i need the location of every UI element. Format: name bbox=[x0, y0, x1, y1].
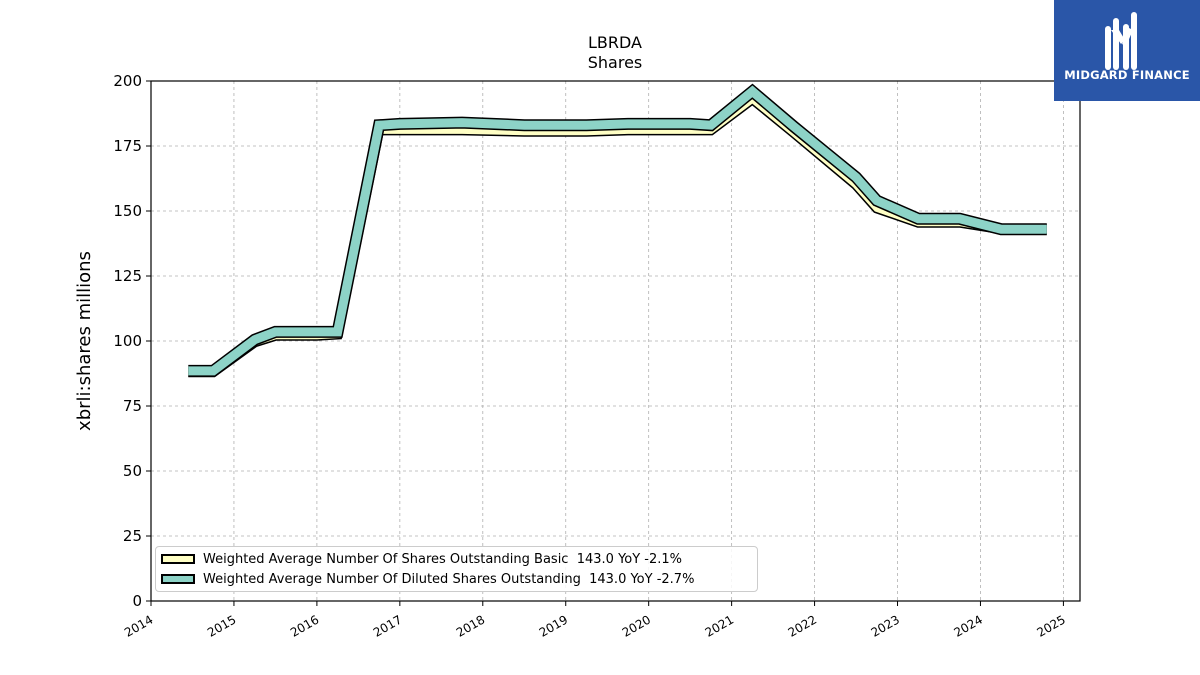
series-layer bbox=[188, 83, 1047, 378]
legend-item-diluted: Weighted Average Number Of Diluted Share… bbox=[161, 571, 694, 587]
x-tick-label: 2015 bbox=[205, 612, 238, 639]
x-tick-label: 2020 bbox=[620, 612, 653, 639]
x-tick-label: 2025 bbox=[1034, 612, 1067, 639]
legend-label-diluted: Weighted Average Number Of Diluted Share… bbox=[203, 571, 695, 587]
series-line-diluted bbox=[188, 85, 1047, 376]
y-tick-label: 75 bbox=[123, 397, 142, 415]
y-tick-label: 100 bbox=[113, 332, 142, 350]
y-tick-label: 50 bbox=[123, 462, 142, 480]
x-tick-label: 2016 bbox=[288, 612, 321, 639]
brand-logo: MIDGARD FINANCE bbox=[1054, 0, 1200, 101]
y-tick-label: 125 bbox=[113, 267, 142, 285]
x-tick-label: 2014 bbox=[122, 612, 155, 639]
y-tick-label: 25 bbox=[123, 527, 142, 545]
grid-lines bbox=[150, 80, 1080, 602]
x-tick-label: 2019 bbox=[537, 612, 570, 639]
y-axis: 0 25 50 75 100 125 150 175 200 bbox=[113, 72, 151, 610]
x-tick-label: 2017 bbox=[371, 612, 404, 639]
x-tick-label: 2022 bbox=[786, 612, 819, 639]
x-tick-label: 2023 bbox=[869, 612, 902, 639]
y-tick-label: 175 bbox=[113, 137, 142, 155]
logo-text: MIDGARD FINANCE bbox=[1064, 68, 1190, 82]
logo-mark-icon bbox=[1105, 12, 1137, 70]
legend-item-basic: Weighted Average Number Of Shares Outsta… bbox=[161, 551, 682, 567]
y-axis-label: xbrli:shares millions bbox=[74, 251, 95, 431]
x-tick-label: 2021 bbox=[703, 612, 736, 639]
legend-swatch-basic bbox=[161, 554, 195, 564]
legend-label-basic: Weighted Average Number Of Shares Outsta… bbox=[203, 551, 683, 567]
chart-subtitle: Shares bbox=[588, 53, 643, 72]
chart-legend: Weighted Average Number Of Shares Outsta… bbox=[155, 546, 758, 592]
chart-title: LBRDA bbox=[588, 33, 642, 52]
y-tick-label: 150 bbox=[113, 202, 142, 220]
legend-swatch-diluted bbox=[161, 574, 195, 584]
y-tick-label: 0 bbox=[132, 592, 142, 610]
x-axis: 2014 2015 2016 2017 2018 2019 2020 2021 2022 2023… bbox=[122, 601, 1068, 640]
x-tick-label: 2018 bbox=[454, 612, 487, 639]
x-tick-label: 2024 bbox=[952, 612, 985, 639]
y-tick-label: 200 bbox=[113, 72, 142, 90]
